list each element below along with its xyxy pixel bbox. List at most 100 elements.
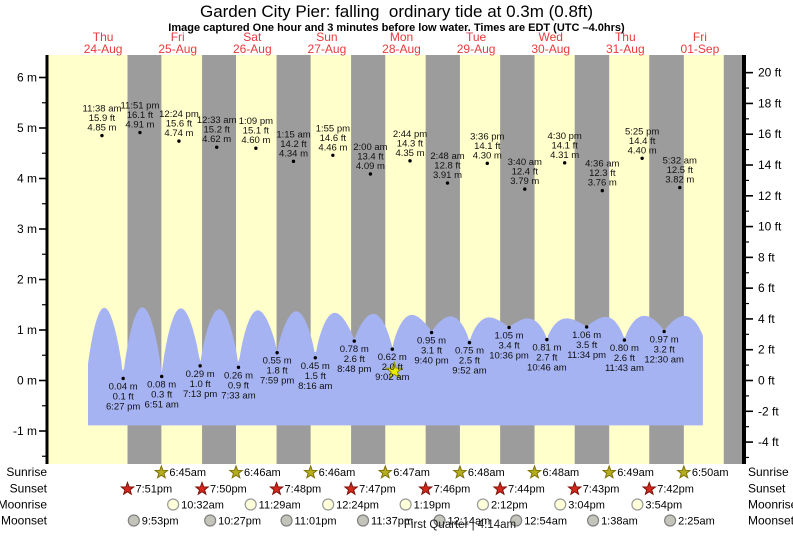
high-tide-dot — [485, 161, 489, 166]
moonrise-event: 2:12pm — [476, 498, 528, 512]
moonset-time-label: 10:27pm — [218, 516, 261, 528]
moonset-event: 12:54am — [510, 514, 567, 528]
right-axis-tick-label: 0 ft — [758, 374, 775, 388]
low-tide-height-ft: 2.0 ft — [382, 362, 403, 373]
high-tide-time: 1:15 am — [276, 129, 310, 140]
sunset-star-icon — [418, 481, 434, 496]
day-date-label: 26-Aug — [233, 42, 272, 56]
right-axis-tick-label: 4 ft — [758, 312, 775, 326]
sunrise-row: Sunrise Sunrise 6:45am 6:46am 6:46am 6:47am 6:… — [6, 464, 789, 479]
low-tide-height-m: 0.04 m — [109, 381, 138, 392]
high-tide-height-m: 4.40 m — [628, 145, 657, 156]
moonset-circle-icon — [433, 514, 446, 527]
sunrise-star-icon — [452, 464, 468, 479]
low-tide-height-m: 0.08 m — [147, 379, 176, 390]
low-tide-dot — [236, 365, 241, 370]
high-tide-height-m: 4.62 m — [202, 134, 231, 145]
sunrise-event: 6:47am — [377, 464, 430, 479]
high-tide-height-ft: 14.4 ft — [629, 136, 656, 147]
right-axis-tick-label: 16 ft — [758, 127, 782, 141]
sunset-star-icon — [492, 481, 508, 496]
moonrise-event: 3:04pm — [554, 498, 605, 512]
sunrise-time-label: 6:48am — [468, 467, 505, 479]
low-tide-time: 12:30 am — [644, 355, 684, 366]
high-tide-time: 3:40 am — [508, 157, 542, 168]
low-tide-height-m: 0.75 m — [455, 346, 484, 357]
moonrise-time-label: 12:24pm — [336, 500, 379, 512]
sunset-star-icon — [268, 481, 285, 496]
high-tide-dot — [445, 181, 450, 185]
low-tide-height-ft: 2.6 ft — [614, 353, 635, 364]
moonrise-event: 1:19pm — [399, 498, 450, 512]
moonset-event: 1:38am — [586, 514, 638, 528]
moonset-circle-icon — [586, 514, 600, 527]
high-tide-height-m: 4.74 m — [164, 128, 193, 139]
moonrise-circle-icon — [322, 498, 335, 511]
sunset-event: 7:48pm — [268, 481, 322, 496]
low-tide-time: 10:36 pm — [489, 350, 529, 361]
low-tide-height-ft: 0.3 ft — [151, 389, 172, 400]
left-axis: 6 m 5 m 4 m 3 m 2 m 1 m 0 m -1 m — [13, 71, 46, 457]
day-date-label: 01-Sep — [681, 42, 720, 56]
low-tide-height-m: 0.97 m — [650, 335, 679, 346]
moonset-event: 2:25am — [664, 514, 715, 528]
sunset-time-label: 7:42pm — [657, 484, 694, 496]
right-axis: 20 ft 18 ft 16 ft 14 ft 12 ft 10 ft 8 ft 6 ft 4 … — [746, 66, 782, 459]
high-tide-height-ft: 12.4 ft — [512, 167, 539, 178]
sunrise-time-label: 6:46am — [319, 467, 356, 479]
sunrise-star-icon — [676, 464, 692, 479]
high-tide-height-ft: 14.6 ft — [320, 133, 347, 144]
sunset-time-label: 7:46pm — [434, 484, 471, 496]
high-tide-dot — [368, 172, 373, 176]
low-tide-dot — [352, 339, 356, 343]
low-tide-time: 7:33 am — [221, 390, 255, 401]
low-tide-annotation: 0.26 m0.9 ft7:33 am — [221, 365, 256, 401]
low-tide-time: 10:46 am — [527, 363, 567, 374]
low-tide-dot — [198, 364, 202, 368]
page-title: Garden City Pier: falling ordinary tide … — [199, 2, 594, 21]
high-tide-height-m: 4.85 m — [87, 123, 116, 134]
high-tide-time: 4:30 pm — [548, 131, 582, 142]
sunset-time-label: 7:48pm — [285, 484, 322, 496]
high-tide-dot — [600, 188, 604, 193]
moonset-row-label-right: Moonset — [748, 514, 793, 528]
high-tide-dot — [523, 187, 527, 191]
sunset-time-label: 7:43pm — [583, 484, 620, 496]
high-tide-dot — [291, 159, 296, 164]
moonrise-time-label: 3:54pm — [645, 500, 682, 512]
left-axis-tick-label: 3 m — [17, 222, 37, 236]
high-tide-dot — [138, 130, 142, 135]
sunset-star-icon — [567, 481, 583, 496]
moonset-time-label: 1:38am — [601, 516, 638, 528]
moonset-circle-icon — [280, 514, 293, 527]
moonrise-row-label-right: Moonrise — [748, 498, 793, 512]
high-tide-height-m: 4.31 m — [550, 150, 579, 161]
low-tide-height-m: 1.05 m — [495, 330, 524, 341]
sunset-row-label-right: Sunset — [748, 482, 786, 496]
sunset-star-icon — [343, 481, 359, 496]
day-date-label: 25-Aug — [158, 42, 197, 56]
day-name-label: Mon — [390, 30, 413, 44]
high-tide-dot — [640, 156, 644, 160]
high-tide-height-m: 4.91 m — [125, 120, 154, 131]
high-tide-height-ft: 12.3 ft — [589, 168, 616, 179]
right-axis-tick-label: -4 ft — [758, 435, 779, 449]
sunset-event: 7:43pm — [567, 481, 620, 496]
high-tide-dot — [215, 145, 219, 149]
day-name-label: Thu — [615, 30, 636, 44]
left-axis-tick-label: 6 m — [17, 71, 37, 85]
